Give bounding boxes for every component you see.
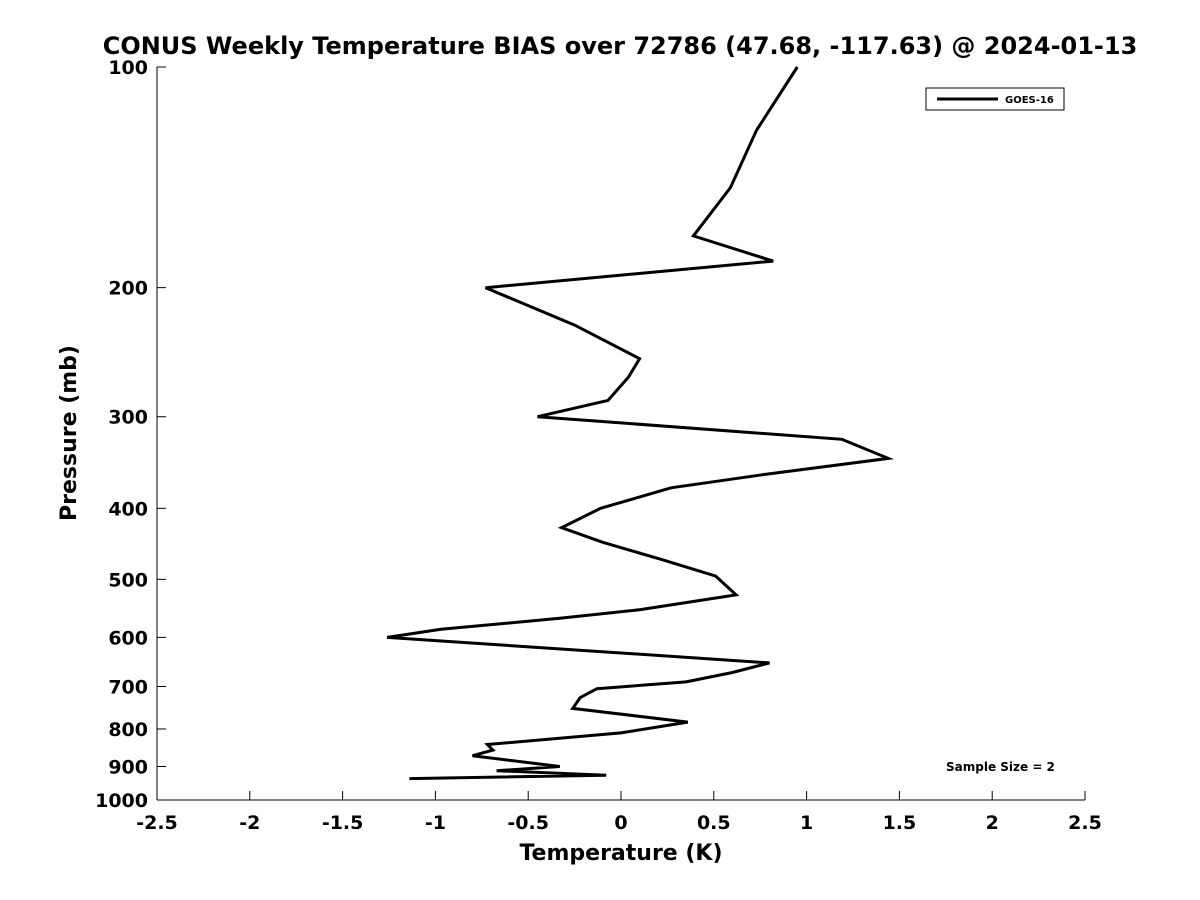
x-tick-label: 2 xyxy=(986,812,999,834)
x-tick-label: 2.5 xyxy=(1068,812,1102,834)
y-tick-label: 600 xyxy=(108,627,148,649)
plot-area: -2.5 -2 -1.5 -1 -0.5 0 0.5 1 1.5 2 2.5 100 200 300 40… xyxy=(95,57,1102,834)
y-tick-label: 800 xyxy=(108,719,148,741)
y-tick-label: 200 xyxy=(108,278,148,300)
x-tick-label: -2.5 xyxy=(136,812,178,834)
x-tick-label: 1 xyxy=(800,812,813,834)
x-tick-label: -1 xyxy=(425,812,446,834)
sample-size-note: Sample Size = 2 xyxy=(946,760,1055,774)
x-tick-label: 0 xyxy=(614,812,627,834)
y-axis-label: Pressure (mb) xyxy=(57,345,82,521)
legend: GOES-16 xyxy=(925,87,1065,111)
chart-title: CONUS Weekly Temperature BIAS over 72786… xyxy=(103,32,1138,60)
legend-label-goes-16: GOES-16 xyxy=(1005,95,1054,106)
series-line-goes-16 xyxy=(386,66,895,781)
y-tick-label: 100 xyxy=(108,57,148,79)
y-tick-label: 1000 xyxy=(95,790,148,812)
x-axis-label: Temperature (K) xyxy=(519,841,722,866)
axes-box xyxy=(157,67,1085,800)
x-tick-label: -1.5 xyxy=(322,812,364,834)
x-tick-label: -2 xyxy=(239,812,260,834)
y-tick-label: 500 xyxy=(108,569,148,591)
x-tick-label: 0.5 xyxy=(697,812,731,834)
x-tick-label: 1.5 xyxy=(883,812,917,834)
y-tick-label: 400 xyxy=(108,498,148,520)
y-tick-label: 300 xyxy=(108,407,148,429)
y-tick-label: 700 xyxy=(108,676,148,698)
y-ticks: 100 200 300 400 500 600 700 800 900 1000 xyxy=(95,57,166,812)
x-ticks: -2.5 -2 -1.5 -1 -0.5 0 0.5 1 1.5 2 2.5 xyxy=(136,791,1102,834)
y-tick-label: 900 xyxy=(108,756,148,778)
x-tick-label: -0.5 xyxy=(507,812,549,834)
